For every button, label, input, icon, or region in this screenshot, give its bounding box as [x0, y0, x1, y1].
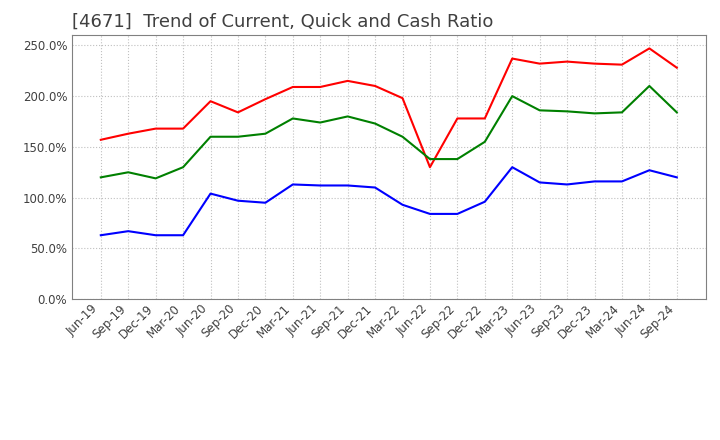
Cash Ratio	[480, 199, 489, 204]
Current Ratio	[261, 96, 270, 102]
Cash Ratio	[343, 183, 352, 188]
Quick Ratio	[508, 93, 516, 99]
Quick Ratio	[289, 116, 297, 121]
Current Ratio	[151, 126, 160, 131]
Current Ratio	[124, 131, 132, 136]
Quick Ratio	[261, 131, 270, 136]
Cash Ratio	[233, 198, 242, 203]
Quick Ratio	[672, 110, 681, 115]
Line: Quick Ratio: Quick Ratio	[101, 86, 677, 178]
Current Ratio	[179, 126, 187, 131]
Cash Ratio	[508, 165, 516, 170]
Quick Ratio	[536, 108, 544, 113]
Cash Ratio	[645, 168, 654, 173]
Cash Ratio	[426, 211, 434, 216]
Quick Ratio	[233, 134, 242, 139]
Quick Ratio	[645, 83, 654, 88]
Quick Ratio	[398, 134, 407, 139]
Cash Ratio	[316, 183, 325, 188]
Quick Ratio	[316, 120, 325, 125]
Cash Ratio	[563, 182, 572, 187]
Cash Ratio	[261, 200, 270, 205]
Current Ratio	[590, 61, 599, 66]
Current Ratio	[289, 84, 297, 90]
Current Ratio	[206, 99, 215, 104]
Current Ratio	[672, 65, 681, 70]
Current Ratio	[453, 116, 462, 121]
Current Ratio	[316, 84, 325, 90]
Quick Ratio	[590, 111, 599, 116]
Current Ratio	[645, 46, 654, 51]
Cash Ratio	[96, 233, 105, 238]
Current Ratio	[618, 62, 626, 67]
Cash Ratio	[289, 182, 297, 187]
Cash Ratio	[151, 233, 160, 238]
Current Ratio	[398, 95, 407, 101]
Cash Ratio	[590, 179, 599, 184]
Quick Ratio	[343, 114, 352, 119]
Cash Ratio	[672, 175, 681, 180]
Quick Ratio	[96, 175, 105, 180]
Text: [4671]  Trend of Current, Quick and Cash Ratio: [4671] Trend of Current, Quick and Cash …	[72, 13, 493, 31]
Line: Current Ratio: Current Ratio	[101, 48, 677, 167]
Cash Ratio	[179, 233, 187, 238]
Current Ratio	[371, 83, 379, 88]
Quick Ratio	[124, 170, 132, 175]
Cash Ratio	[398, 202, 407, 207]
Quick Ratio	[371, 121, 379, 126]
Cash Ratio	[453, 211, 462, 216]
Quick Ratio	[480, 139, 489, 144]
Current Ratio	[480, 116, 489, 121]
Current Ratio	[426, 165, 434, 170]
Quick Ratio	[563, 109, 572, 114]
Cash Ratio	[124, 228, 132, 234]
Quick Ratio	[151, 176, 160, 181]
Cash Ratio	[618, 179, 626, 184]
Quick Ratio	[426, 157, 434, 162]
Cash Ratio	[536, 180, 544, 185]
Quick Ratio	[618, 110, 626, 115]
Quick Ratio	[179, 165, 187, 170]
Current Ratio	[233, 110, 242, 115]
Quick Ratio	[206, 134, 215, 139]
Current Ratio	[563, 59, 572, 64]
Cash Ratio	[371, 185, 379, 190]
Line: Cash Ratio: Cash Ratio	[101, 167, 677, 235]
Current Ratio	[508, 56, 516, 61]
Current Ratio	[536, 61, 544, 66]
Current Ratio	[343, 78, 352, 84]
Current Ratio	[96, 137, 105, 143]
Cash Ratio	[206, 191, 215, 196]
Quick Ratio	[453, 157, 462, 162]
